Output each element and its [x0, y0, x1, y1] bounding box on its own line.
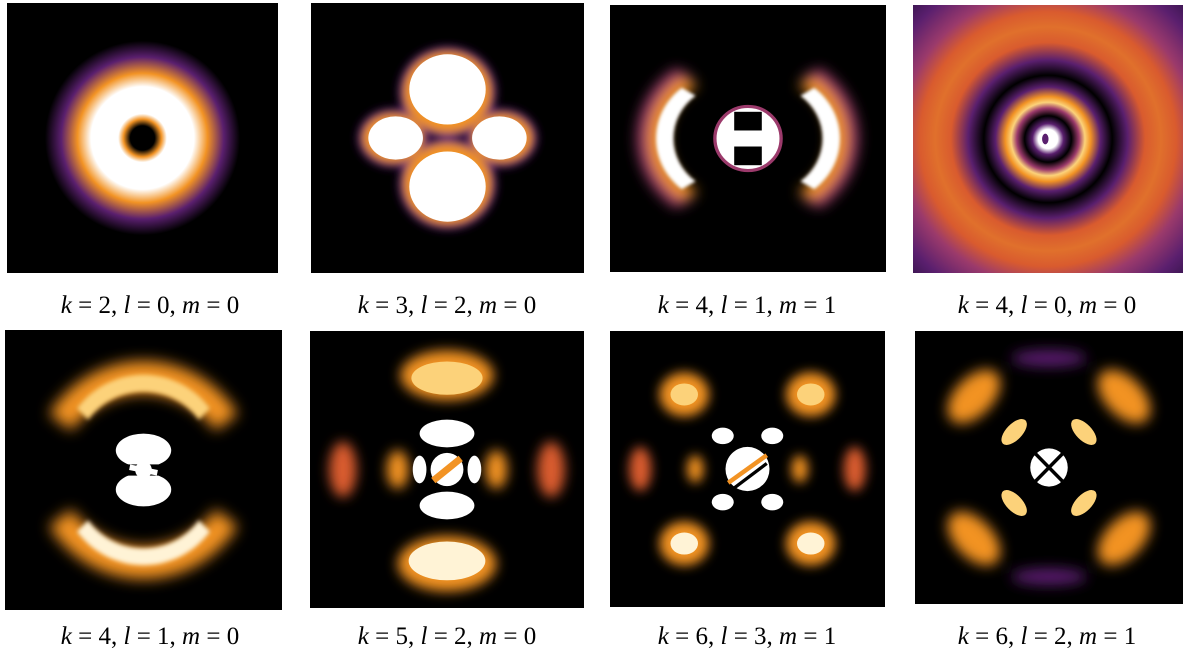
orbital-image [915, 331, 1183, 604]
orbital-panel-k5-l2-m0 [310, 331, 584, 608]
orbital-image [7, 3, 278, 273]
orbital-panel-k6-l3-m1 [610, 331, 885, 607]
orbital-image [610, 331, 885, 607]
orbital-panel-k4-l1-m0 [5, 330, 282, 610]
orbital-panel-k4-l0-m0 [913, 5, 1183, 273]
orbital-image [310, 331, 584, 608]
orbital-panel-k2-l0-m0 [7, 3, 278, 273]
panel-caption: k = 2, l = 0, m = 0 [60, 292, 240, 319]
panel-caption: k = 6, l = 3, m = 1 [657, 623, 837, 650]
panel-caption: k = 4, l = 1, m = 0 [60, 623, 240, 650]
orbital-panel-k4-l1-m1 [610, 5, 886, 272]
panel-caption: k = 6, l = 2, m = 1 [957, 623, 1137, 650]
panel-caption: k = 3, l = 2, m = 0 [357, 292, 537, 319]
panel-caption: k = 4, l = 0, m = 0 [957, 292, 1137, 319]
panel-caption: k = 4, l = 1, m = 1 [657, 292, 837, 319]
orbital-image [5, 330, 282, 610]
orbital-image [913, 5, 1183, 273]
orbital-image [610, 5, 886, 272]
orbital-panel-k3-l2-m0 [311, 3, 584, 273]
orbital-image [311, 3, 584, 273]
orbital-panel-k6-l2-m1 [915, 331, 1183, 604]
panel-caption: k = 5, l = 2, m = 0 [357, 623, 537, 650]
